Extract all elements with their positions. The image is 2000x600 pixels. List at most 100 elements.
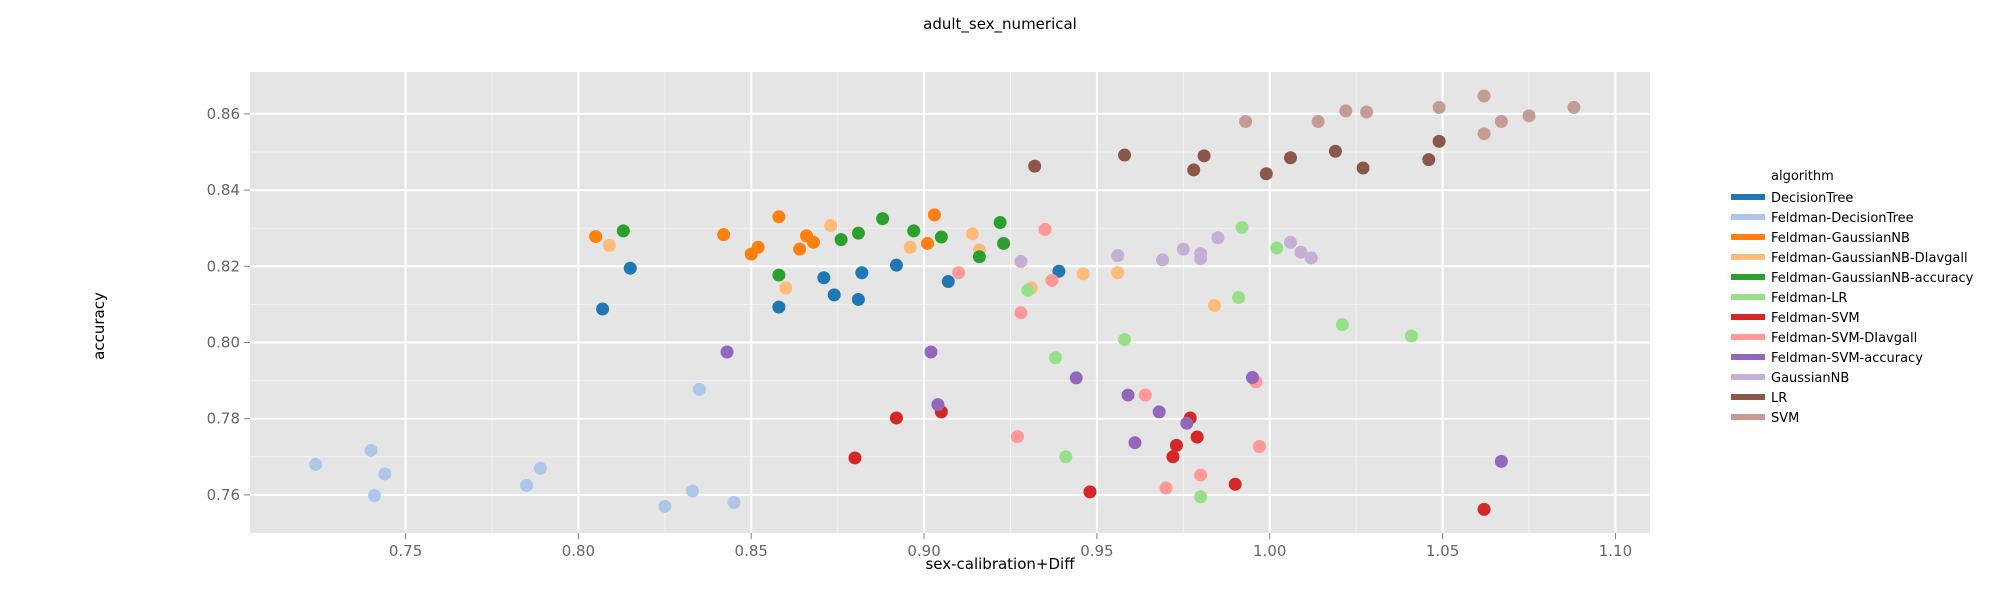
x-tick-label: 1.10 — [1599, 542, 1632, 560]
point-gaussiannb — [1111, 249, 1125, 263]
point-svm — [1239, 115, 1253, 129]
legend-swatch — [1731, 194, 1765, 200]
legend-swatch — [1731, 234, 1765, 240]
point-feldman-svm — [1083, 485, 1097, 499]
point-feldman-gaussiannb-accuracy — [616, 224, 630, 238]
point-feldman-gaussiannb-diavgall — [965, 227, 979, 241]
point-lr — [1118, 148, 1132, 162]
point-decisiontree — [623, 261, 637, 275]
legend-label: Feldman-SVM-accuracy — [1771, 351, 1923, 366]
point-lr — [1432, 134, 1446, 148]
x-tick-label: 0.85 — [735, 542, 768, 560]
point-gaussiannb — [1283, 235, 1297, 249]
point-gaussiannb — [1211, 231, 1225, 245]
point-feldman-svm-accuracy — [1494, 454, 1508, 468]
point-feldman-gaussiannb-diavgall — [1076, 267, 1090, 281]
point-lr — [1187, 163, 1201, 177]
point-feldman-gaussiannb — [927, 208, 941, 222]
point-feldman-lr — [1021, 283, 1035, 297]
point-feldman-decisiontree — [533, 461, 547, 475]
legend-swatch — [1731, 214, 1765, 220]
point-feldman-gaussiannb-accuracy — [834, 233, 848, 247]
point-lr — [1328, 144, 1342, 158]
point-feldman-decisiontree — [378, 467, 392, 481]
point-feldman-gaussiannb-accuracy — [772, 268, 786, 282]
legend-label: Feldman-GaussianNB-accuracy — [1771, 271, 1974, 286]
point-feldman-gaussiannb-diavgall — [1207, 299, 1221, 313]
point-gaussiannb — [1014, 254, 1028, 268]
x-tick-label: 1.00 — [1253, 542, 1286, 560]
point-feldman-svm — [1477, 502, 1491, 516]
point-decisiontree — [941, 275, 955, 289]
point-feldman-lr — [1404, 329, 1418, 343]
point-feldman-gaussiannb — [589, 230, 603, 244]
point-feldman-gaussiannb — [793, 242, 807, 256]
x-tick-label: 0.80 — [562, 542, 595, 560]
y-axis-label: accuracy — [90, 292, 108, 360]
point-feldman-svm-accuracy — [1152, 405, 1166, 419]
point-feldman-svm-accuracy — [1245, 371, 1259, 385]
data-points — [309, 89, 1581, 516]
legend-swatch — [1731, 254, 1765, 260]
point-feldman-svm-accuracy — [1128, 436, 1142, 450]
legend-label: GaussianNB — [1771, 371, 1849, 386]
point-feldman-decisiontree — [658, 499, 672, 513]
point-feldman-lr — [1235, 220, 1249, 234]
x-tick-label: 0.90 — [907, 542, 940, 560]
point-feldman-gaussiannb-accuracy — [851, 226, 865, 240]
y-tick-label: 0.80 — [207, 334, 240, 352]
point-lr — [1197, 149, 1211, 163]
point-feldman-svm-diavgall — [1010, 430, 1024, 444]
point-feldman-svm — [848, 451, 862, 465]
legend-label: Feldman-GaussianNB-DIavgall — [1771, 251, 1968, 266]
axis-ticks: 0.75 0.80 0.85 0.90 0.95 1.00 1.05 1.10 0.76 0.78… — [207, 105, 1633, 560]
y-tick-label: 0.82 — [207, 257, 240, 275]
point-decisiontree — [772, 300, 786, 314]
point-feldman-gaussiannb-diavgall — [903, 240, 917, 254]
legend-label: Feldman-GaussianNB — [1771, 231, 1910, 246]
point-lr — [1028, 159, 1042, 173]
point-feldman-svm — [1228, 477, 1242, 491]
point-lr — [1259, 167, 1273, 181]
point-svm — [1522, 109, 1536, 123]
point-lr — [1422, 153, 1436, 167]
y-tick-label: 0.84 — [207, 181, 240, 199]
legend-swatch — [1731, 294, 1765, 300]
legend-swatch — [1731, 414, 1765, 420]
point-feldman-gaussiannb-diavgall — [779, 281, 793, 295]
chart-title: adult_sex_numerical — [923, 15, 1077, 34]
point-feldman-gaussiannb — [717, 228, 731, 242]
y-tick-label: 0.86 — [207, 105, 240, 123]
legend-label: Feldman-LR — [1771, 291, 1847, 306]
point-decisiontree — [851, 292, 865, 306]
point-feldman-svm-accuracy — [1180, 416, 1194, 430]
point-feldman-svm-diavgall — [1014, 306, 1028, 320]
point-feldman-decisiontree — [367, 489, 381, 503]
point-feldman-decisiontree — [727, 496, 741, 510]
y-tick-label: 0.76 — [207, 486, 240, 504]
point-decisiontree — [855, 266, 869, 280]
point-gaussiannb — [1294, 245, 1308, 259]
point-svm — [1477, 127, 1491, 141]
point-feldman-svm-diavgall — [1252, 440, 1266, 454]
legend-label: Feldman-SVM — [1771, 311, 1860, 326]
point-feldman-svm-diavgall — [1045, 273, 1059, 287]
legend-swatch — [1731, 314, 1765, 320]
point-feldman-lr — [1118, 332, 1132, 346]
point-lr — [1356, 161, 1370, 175]
legend-title: algorithm — [1771, 169, 1834, 184]
point-feldman-svm-accuracy — [720, 345, 734, 359]
point-feldman-gaussiannb-accuracy — [993, 215, 1007, 229]
point-feldman-lr — [1232, 291, 1246, 305]
point-feldman-svm-diavgall — [952, 266, 966, 280]
point-feldman-decisiontree — [309, 457, 323, 471]
point-feldman-svm — [1169, 438, 1183, 452]
plot-area — [250, 72, 1650, 533]
point-feldman-svm-accuracy — [1121, 388, 1135, 402]
legend-label: SVM — [1771, 411, 1799, 426]
point-feldman-svm-accuracy — [931, 398, 945, 412]
point-lr — [1283, 151, 1297, 165]
legend-swatch — [1731, 374, 1765, 380]
point-decisiontree — [1052, 264, 1066, 278]
point-feldman-decisiontree — [685, 484, 699, 498]
